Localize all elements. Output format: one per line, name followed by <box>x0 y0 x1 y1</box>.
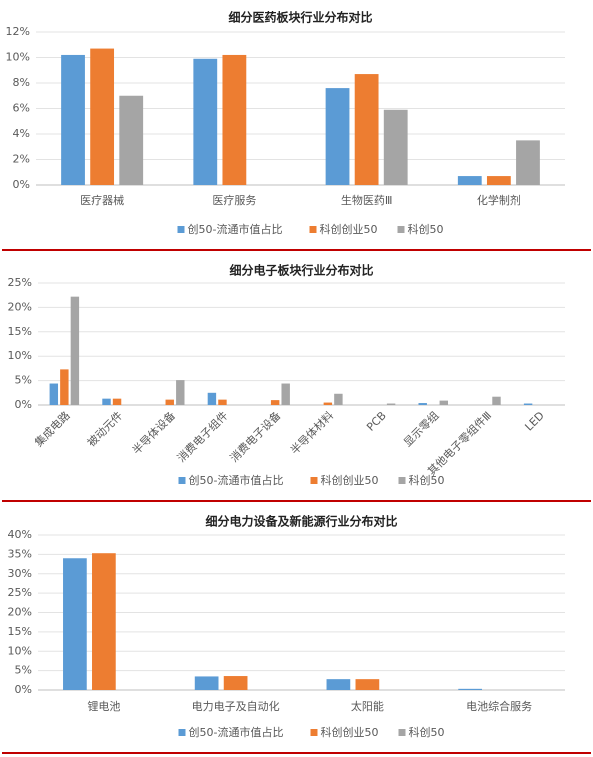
legend-swatch <box>309 226 317 233</box>
legend-swatch <box>178 477 186 484</box>
y-tick-label: 10% <box>8 644 32 657</box>
legend-swatch <box>310 477 318 484</box>
y-tick-label: 0% <box>13 178 30 191</box>
bar <box>207 392 217 405</box>
legend-swatch <box>397 226 405 233</box>
chart-title: 细分医药板块行业分布对比 <box>228 10 372 25</box>
legend-label: 创50-流通市值占比 <box>189 725 284 739</box>
bar <box>326 679 351 690</box>
y-tick-label: 5% <box>15 664 32 677</box>
x-tick-label: 医疗服务 <box>212 193 256 207</box>
bar <box>90 48 115 186</box>
bar <box>334 393 343 405</box>
y-tick-label: 35% <box>8 547 32 560</box>
legend-swatch <box>398 477 406 484</box>
bar <box>281 383 290 405</box>
bar <box>70 296 80 405</box>
bar <box>61 54 85 186</box>
bar <box>270 400 280 405</box>
y-tick-label: 4% <box>13 127 30 140</box>
x-tick-label: 锂电池 <box>87 699 120 713</box>
y-tick-label: 12% <box>6 25 30 38</box>
legend-swatch <box>178 729 186 736</box>
y-tick-label: 40% <box>8 528 32 541</box>
bar <box>60 369 69 405</box>
legend-label: 科创50 <box>409 725 445 739</box>
bar <box>218 399 227 405</box>
bar <box>112 398 122 405</box>
bar <box>92 553 116 690</box>
x-tick-label: 医疗器械 <box>80 193 124 207</box>
bar <box>523 403 533 405</box>
y-tick-label: 20% <box>8 300 32 313</box>
y-tick-label: 25% <box>8 276 32 289</box>
x-tick-label: 集成电路 <box>32 408 73 449</box>
bar <box>176 380 185 405</box>
x-tick-label: 半导体设备 <box>129 408 178 457</box>
legend-swatch <box>177 226 185 233</box>
bar <box>102 398 111 405</box>
bar <box>418 403 427 405</box>
legend-label: 科创创业50 <box>321 473 379 487</box>
x-tick-label: 化学制剂 <box>477 193 521 207</box>
y-tick-label: 10% <box>8 349 32 362</box>
legend-label: 创50-流通市值占比 <box>189 473 284 487</box>
x-tick-label: 电力电子及自动化 <box>192 699 280 713</box>
bar <box>49 383 59 405</box>
bar <box>383 109 408 185</box>
legend-label: 科创50 <box>409 473 445 487</box>
legend-label: 科创50 <box>408 222 444 236</box>
bar <box>325 88 350 185</box>
legend-swatch <box>310 729 318 736</box>
y-tick-label: 20% <box>8 606 32 619</box>
bar <box>323 402 333 405</box>
y-tick-label: 6% <box>13 102 30 115</box>
x-tick-label: 太阳能 <box>351 699 384 713</box>
y-tick-label: 15% <box>8 325 32 338</box>
bar <box>223 676 248 690</box>
x-tick-label: 消费电子设备 <box>227 408 284 465</box>
y-tick-label: 10% <box>6 51 30 64</box>
x-tick-label: 被动元件 <box>85 409 125 449</box>
bar <box>354 74 379 185</box>
y-tick-label: 15% <box>8 625 32 638</box>
x-tick-label: LED <box>522 409 546 433</box>
bar <box>193 58 218 185</box>
chart-title: 细分电力设备及新能源行业分布对比 <box>205 514 397 529</box>
y-tick-label: 5% <box>15 374 32 387</box>
bar <box>165 399 174 405</box>
bar <box>439 400 449 405</box>
legend-label: 创50-流通市值占比 <box>188 222 283 236</box>
y-tick-label: 0% <box>15 683 32 696</box>
bar <box>194 676 219 690</box>
bar <box>63 558 87 690</box>
y-tick-label: 8% <box>13 76 30 89</box>
bar <box>386 403 396 405</box>
x-tick-label: PCB <box>364 409 389 434</box>
bar <box>458 688 482 690</box>
bar <box>457 176 482 185</box>
x-tick-label: 半导体材料 <box>287 408 336 457</box>
y-tick-label: 0% <box>15 398 32 411</box>
bar <box>516 140 540 185</box>
x-tick-label: 显示零组 <box>400 408 441 449</box>
x-tick-label: 生物医药Ⅲ <box>341 193 393 207</box>
x-tick-label: 电池综合服务 <box>466 699 532 713</box>
bar <box>492 396 501 405</box>
bar <box>486 176 511 185</box>
legend-label: 科创创业50 <box>320 222 378 236</box>
legend-label: 科创创业50 <box>321 725 379 739</box>
bar <box>119 95 144 185</box>
chart-title: 细分电子板块行业分布对比 <box>229 263 373 278</box>
bar <box>355 679 380 690</box>
legend-swatch <box>398 729 406 736</box>
y-tick-label: 25% <box>8 586 32 599</box>
x-tick-label: 消费电子组件 <box>174 408 231 465</box>
bar <box>222 54 247 186</box>
y-tick-label: 30% <box>8 567 32 580</box>
y-tick-label: 2% <box>13 153 30 166</box>
